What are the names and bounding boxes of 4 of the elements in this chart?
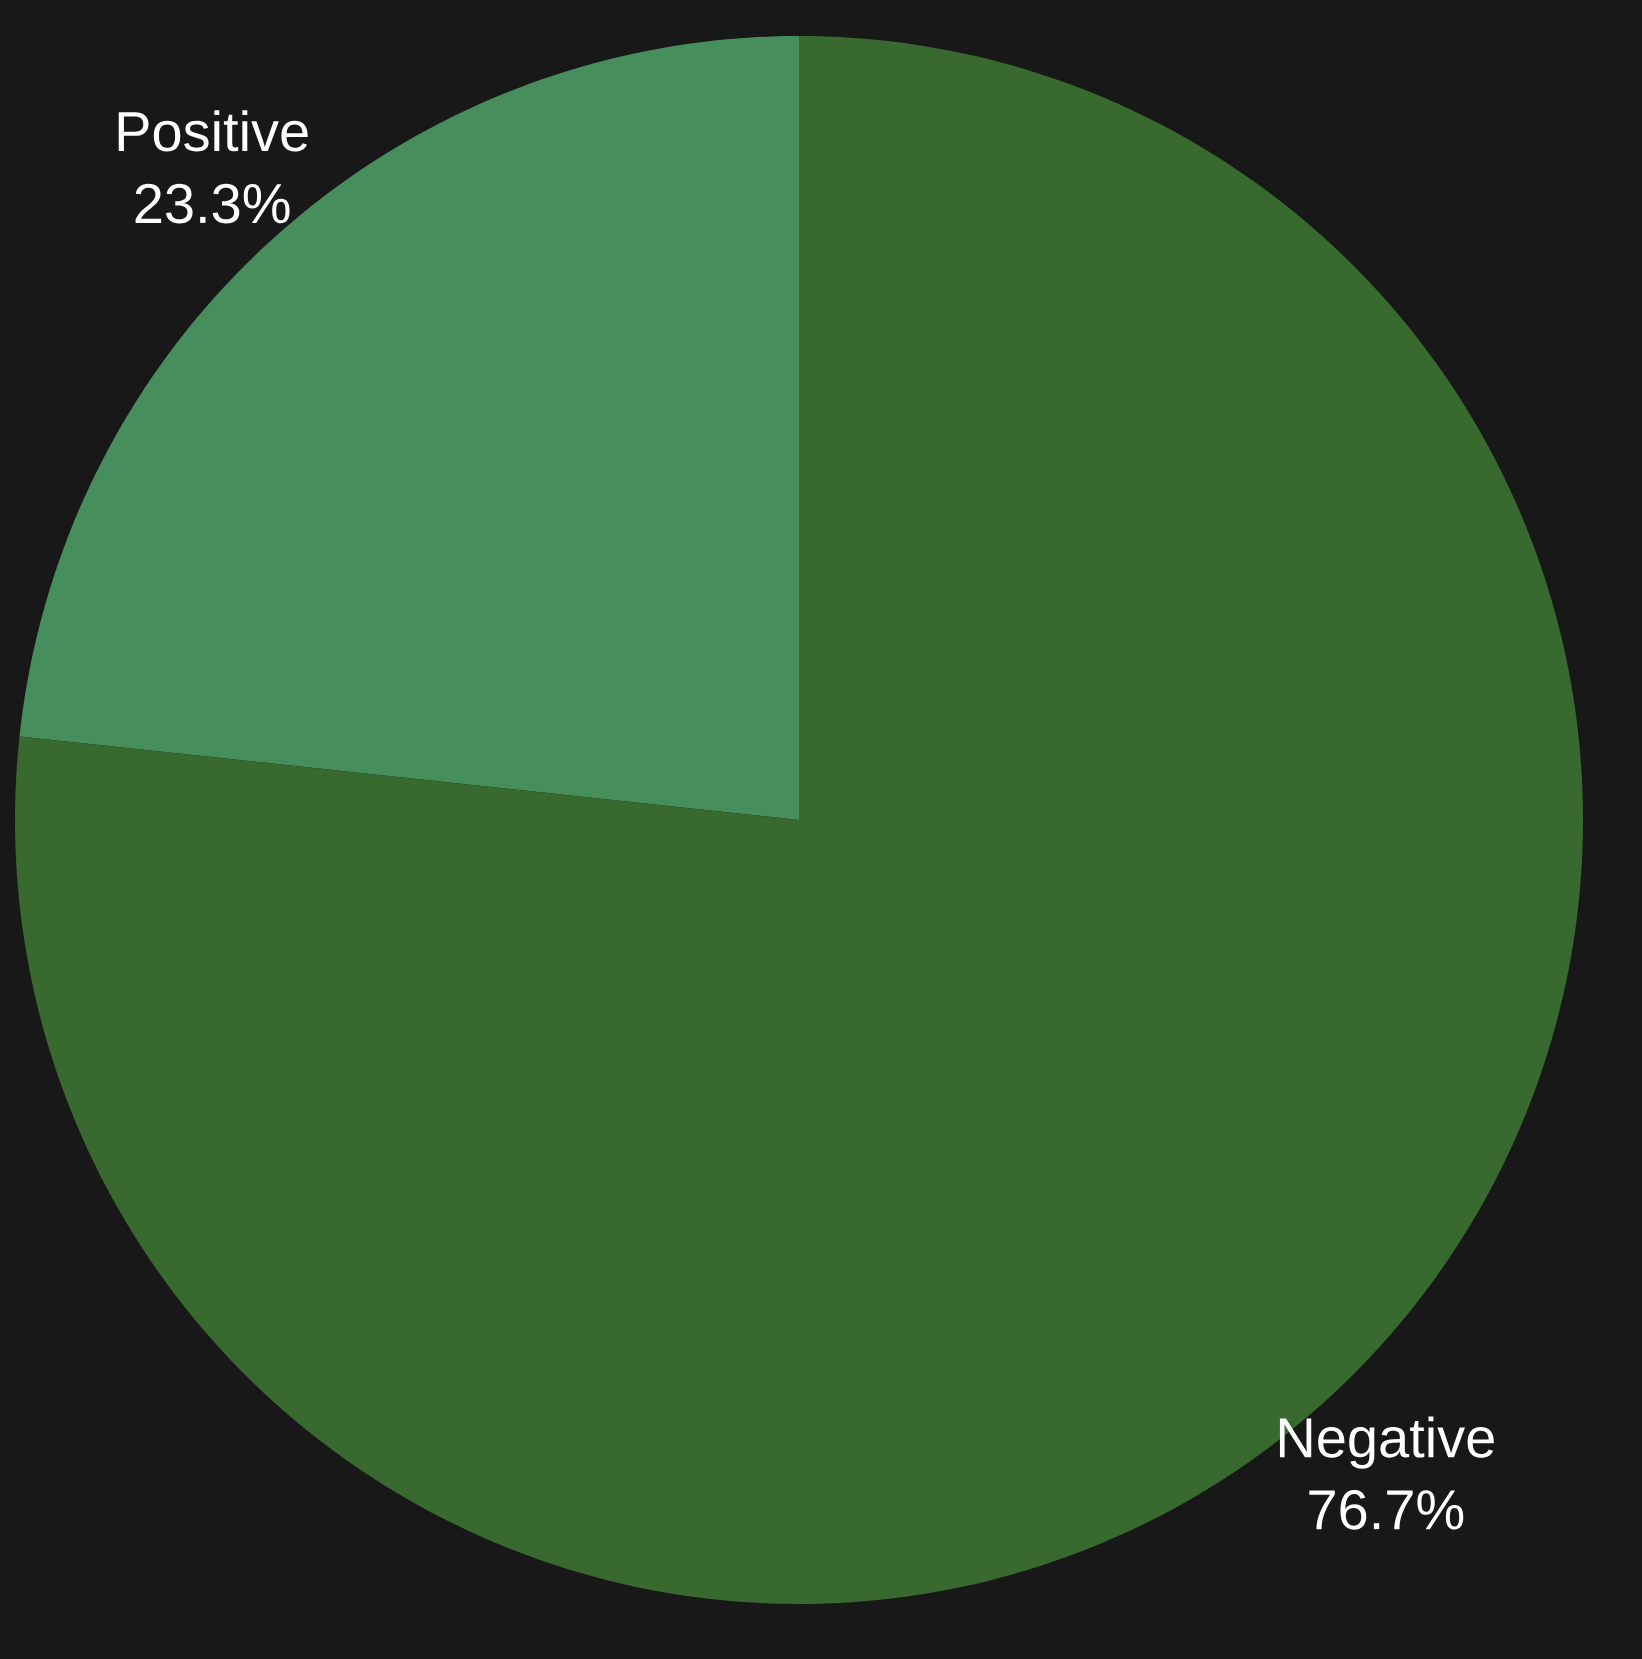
slice-label: Positive xyxy=(118,110,308,152)
data-label: 23.3% xyxy=(135,183,290,224)
data-label: 76.7% xyxy=(1309,1490,1464,1530)
slice-label: Negative xyxy=(1279,1416,1494,1469)
